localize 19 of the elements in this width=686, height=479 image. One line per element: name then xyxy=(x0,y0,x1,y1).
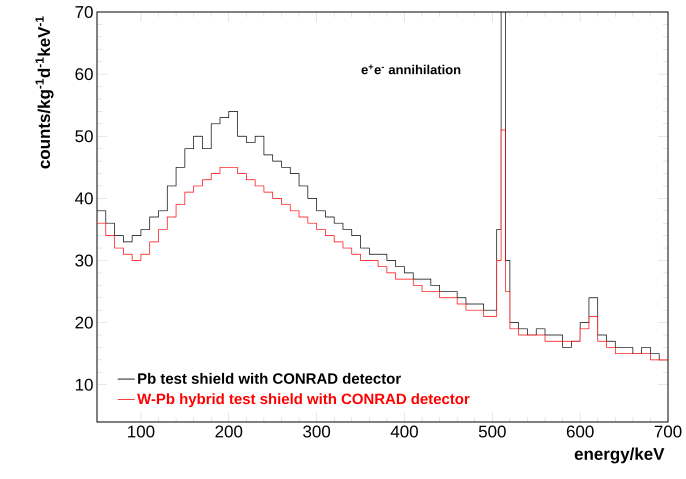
x-tick-label: 300 xyxy=(303,426,330,438)
y-tick-label: 30 xyxy=(75,254,93,266)
legend-label: W-Pb hybrid test shield with CONRAD detector xyxy=(137,393,470,408)
x-tick-label: 400 xyxy=(390,426,418,438)
y-tick-label: 40 xyxy=(75,192,93,204)
x-tick-label: 600 xyxy=(566,426,594,438)
x-tick-label: 100 xyxy=(128,426,154,438)
x-tick-label: 200 xyxy=(216,426,242,438)
y-tick-label: 60 xyxy=(76,68,93,80)
y-axis-title: counts/kg$^{-1}$d$^{-1}$keV$^{-1}$ xyxy=(35,16,54,168)
annotation: e$^{+}$e$^{-}$ annihilation xyxy=(362,64,460,74)
legend-label: Pb test shield with CONRAD detector xyxy=(138,372,401,384)
x-tick-label: 700 xyxy=(654,426,682,438)
y-tick-label: 20 xyxy=(76,316,93,329)
x-tick-label: 500 xyxy=(478,426,506,438)
x-axis-title: energy/keV xyxy=(574,448,664,464)
y-tick-label: 50 xyxy=(75,130,93,142)
y-tick-label: 10 xyxy=(76,378,93,391)
y-tick-label: 70 xyxy=(76,6,93,18)
